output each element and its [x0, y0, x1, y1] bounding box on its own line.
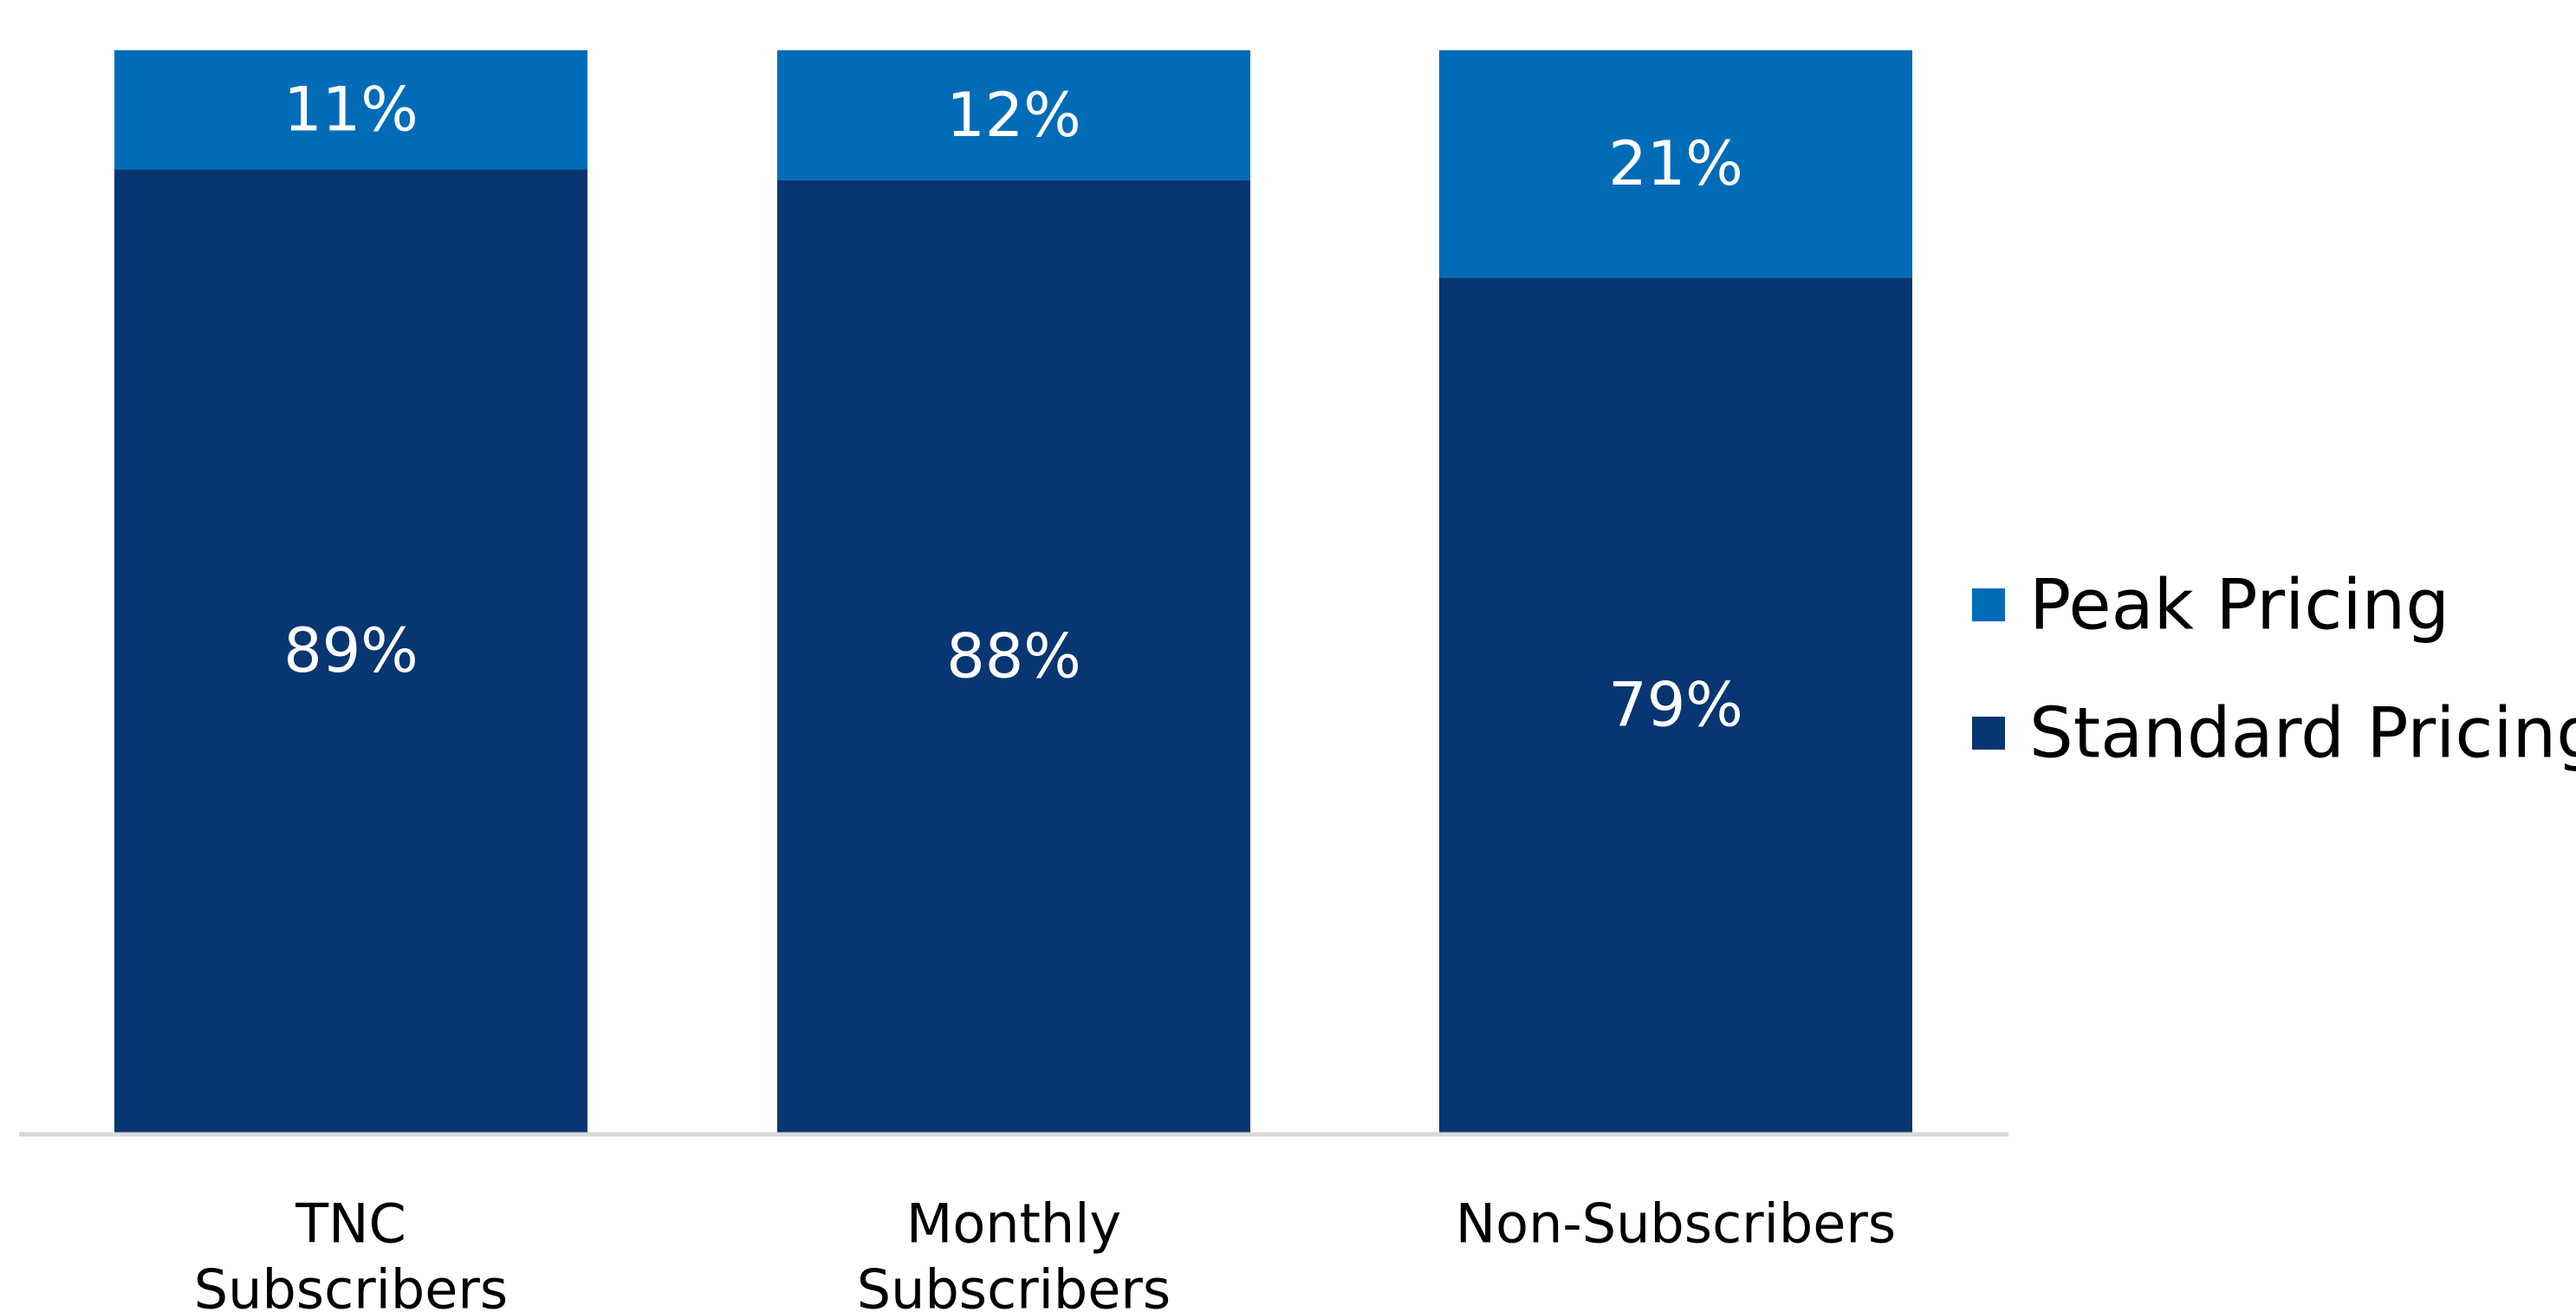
data-label-peak-pricing-monthly-subscribers: 12%: [946, 80, 1081, 151]
bar-segment-peak-pricing-tnc-subscribers: [114, 50, 587, 170]
bar-segment-standard-pricing-tnc-subscribers: [114, 169, 587, 1133]
x-tick-label-tnc-subscribers-line-1: TNC: [295, 1192, 406, 1256]
x-tick-label-non-subscribers-line-1: Non-Subscribers: [1456, 1192, 1896, 1256]
data-label-peak-pricing-non-subscribers: 21%: [1608, 128, 1743, 199]
data-label-standard-pricing-tnc-subscribers: 89%: [283, 615, 419, 686]
x-tick-label-monthly-subscribers-line-2: Subscribers: [857, 1258, 1171, 1312]
legend: Peak Pricing Standard Pricing: [1972, 565, 2576, 774]
legend-label-standard-pricing: Standard Pricing: [2029, 693, 2576, 774]
bars-group: [114, 50, 1912, 1133]
bar-segment-standard-pricing-non-subscribers: [1439, 277, 1912, 1133]
data-label-standard-pricing-monthly-subscribers: 88%: [946, 620, 1081, 692]
bar-segment-peak-pricing-monthly-subscribers: [777, 50, 1250, 180]
x-tick-label-tnc-subscribers-line-2: Subscribers: [194, 1258, 508, 1312]
segment-labels-group: 89% 11% 88% 12% 79% 21%: [283, 75, 1743, 741]
bar-segment-standard-pricing-monthly-subscribers: [777, 179, 1250, 1133]
bar-segment-peak-pricing-non-subscribers: [1439, 50, 1912, 278]
x-tick-label-monthly-subscribers-line-1: Monthly: [906, 1192, 1121, 1256]
data-label-standard-pricing-non-subscribers: 79%: [1608, 670, 1743, 741]
x-tick-labels-group: TNCSubscribersMonthlySubscribersNon-Subs…: [194, 1192, 1896, 1312]
legend-label-peak-pricing: Peak Pricing: [2029, 565, 2449, 646]
data-label-peak-pricing-tnc-subscribers: 11%: [283, 75, 419, 146]
legend-swatch-peak-pricing: [1972, 588, 2005, 621]
legend-swatch-standard-pricing: [1972, 717, 2005, 750]
